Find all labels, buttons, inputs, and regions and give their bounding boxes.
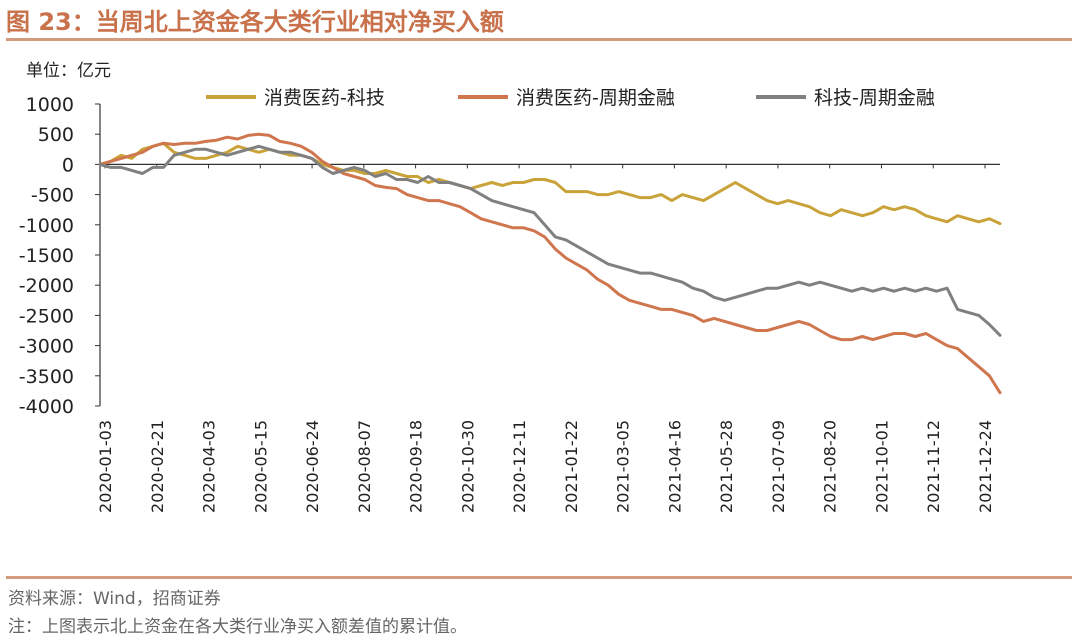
y-tick-label: 500 [38, 124, 74, 146]
legend-label-1: 消费医药-周期金融 [516, 87, 675, 109]
series-line-1 [98, 132, 1002, 395]
unit-label: 单位：亿元 [26, 61, 111, 81]
y-tick-label: -1000 [19, 215, 74, 237]
x-tick-label: 2021-03-05 [614, 420, 633, 513]
x-tick-label: 2021-10-01 [872, 420, 891, 513]
x-tick-label: 2021-08-20 [821, 420, 840, 513]
title-divider [6, 38, 1072, 41]
y-tick-label: -2500 [19, 305, 74, 327]
y-tick-label: -4000 [19, 396, 74, 418]
x-tick-label: 2021-05-28 [717, 420, 736, 513]
x-tick-label: 2020-05-15 [251, 420, 270, 513]
footnote: 注：上图表示北上资金在各大类行业净买入额差值的累计值。 [8, 617, 467, 637]
y-tick-label: -2000 [19, 275, 74, 297]
x-tick-label: 2020-10-30 [458, 420, 477, 513]
x-tick-label: 2020-06-24 [303, 420, 322, 513]
footer-divider [6, 576, 1072, 579]
x-tick-label: 2020-02-21 [148, 420, 167, 513]
series-lines [98, 132, 1002, 395]
y-tick-label: 1000 [26, 94, 74, 116]
x-tick-label: 2021-12-24 [976, 420, 995, 513]
line-chart: 1000 500 0 -500 -1000 -1500 -2000 -2500 -3000 -35… [19, 87, 1002, 513]
x-tick-label: 2021-01-22 [562, 420, 581, 513]
x-tick-label: 2020-12-11 [510, 420, 529, 513]
x-tick-label: 2020-01-03 [96, 420, 115, 513]
y-tick-label: -500 [31, 185, 74, 207]
y-axis-ticks: 1000 500 0 -500 -1000 -1500 -2000 -2500 -3000 -35… [19, 94, 100, 418]
series-line-0 [98, 141, 1002, 226]
source-note: 资料来源：Wind，招商证券 [8, 589, 221, 609]
series-line-2 [98, 144, 1002, 337]
x-tick-label: 2020-08-07 [355, 420, 374, 513]
chart-legend: 消费医药-科技 消费医药-周期金融 科技-周期金融 [206, 87, 935, 109]
x-tick-label: 2020-04-03 [200, 420, 219, 513]
x-tick-label: 2021-04-16 [665, 420, 684, 513]
x-tick-label: 2021-11-12 [924, 420, 943, 513]
y-tick-label: -1500 [19, 245, 74, 267]
x-tick-label: 2020-09-18 [407, 420, 426, 513]
legend-label-2: 科技-周期金融 [814, 87, 935, 109]
y-tick-label: 0 [62, 154, 74, 176]
y-tick-label: -3500 [19, 366, 74, 388]
x-tick-label: 2021-07-09 [769, 420, 788, 513]
legend-label-0: 消费医药-科技 [264, 87, 385, 109]
y-tick-label: -3000 [19, 336, 74, 358]
x-axis-ticks: 2020-01-03 2020-02-21 2020-04-03 2020-05-15… [96, 164, 995, 513]
page-title: 图 23：当周北上资金各大类行业相对净买入额 [6, 8, 504, 36]
